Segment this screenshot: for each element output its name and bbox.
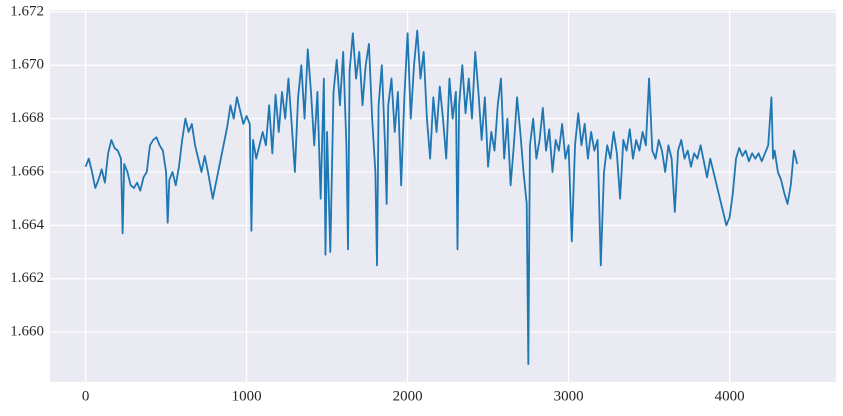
- plot-background: [50, 10, 836, 382]
- y-tick-label: 1.662: [10, 270, 44, 286]
- x-tick-label: 2000: [393, 388, 423, 404]
- y-tick-label: 1.664: [10, 217, 44, 233]
- y-tick-label: 1.668: [10, 110, 44, 126]
- y-tick-label: 1.670: [10, 57, 44, 73]
- y-tick-label: 1.666: [10, 163, 44, 179]
- x-tick-label: 0: [82, 388, 90, 404]
- y-tick-label: 1.672: [10, 3, 44, 19]
- x-tick-label: 4000: [715, 388, 745, 404]
- data-line: [84, 29, 799, 366]
- x-tick-label: 1000: [232, 388, 262, 404]
- x-tick-label: 3000: [554, 388, 584, 404]
- y-tick-label: 1.660: [10, 324, 44, 340]
